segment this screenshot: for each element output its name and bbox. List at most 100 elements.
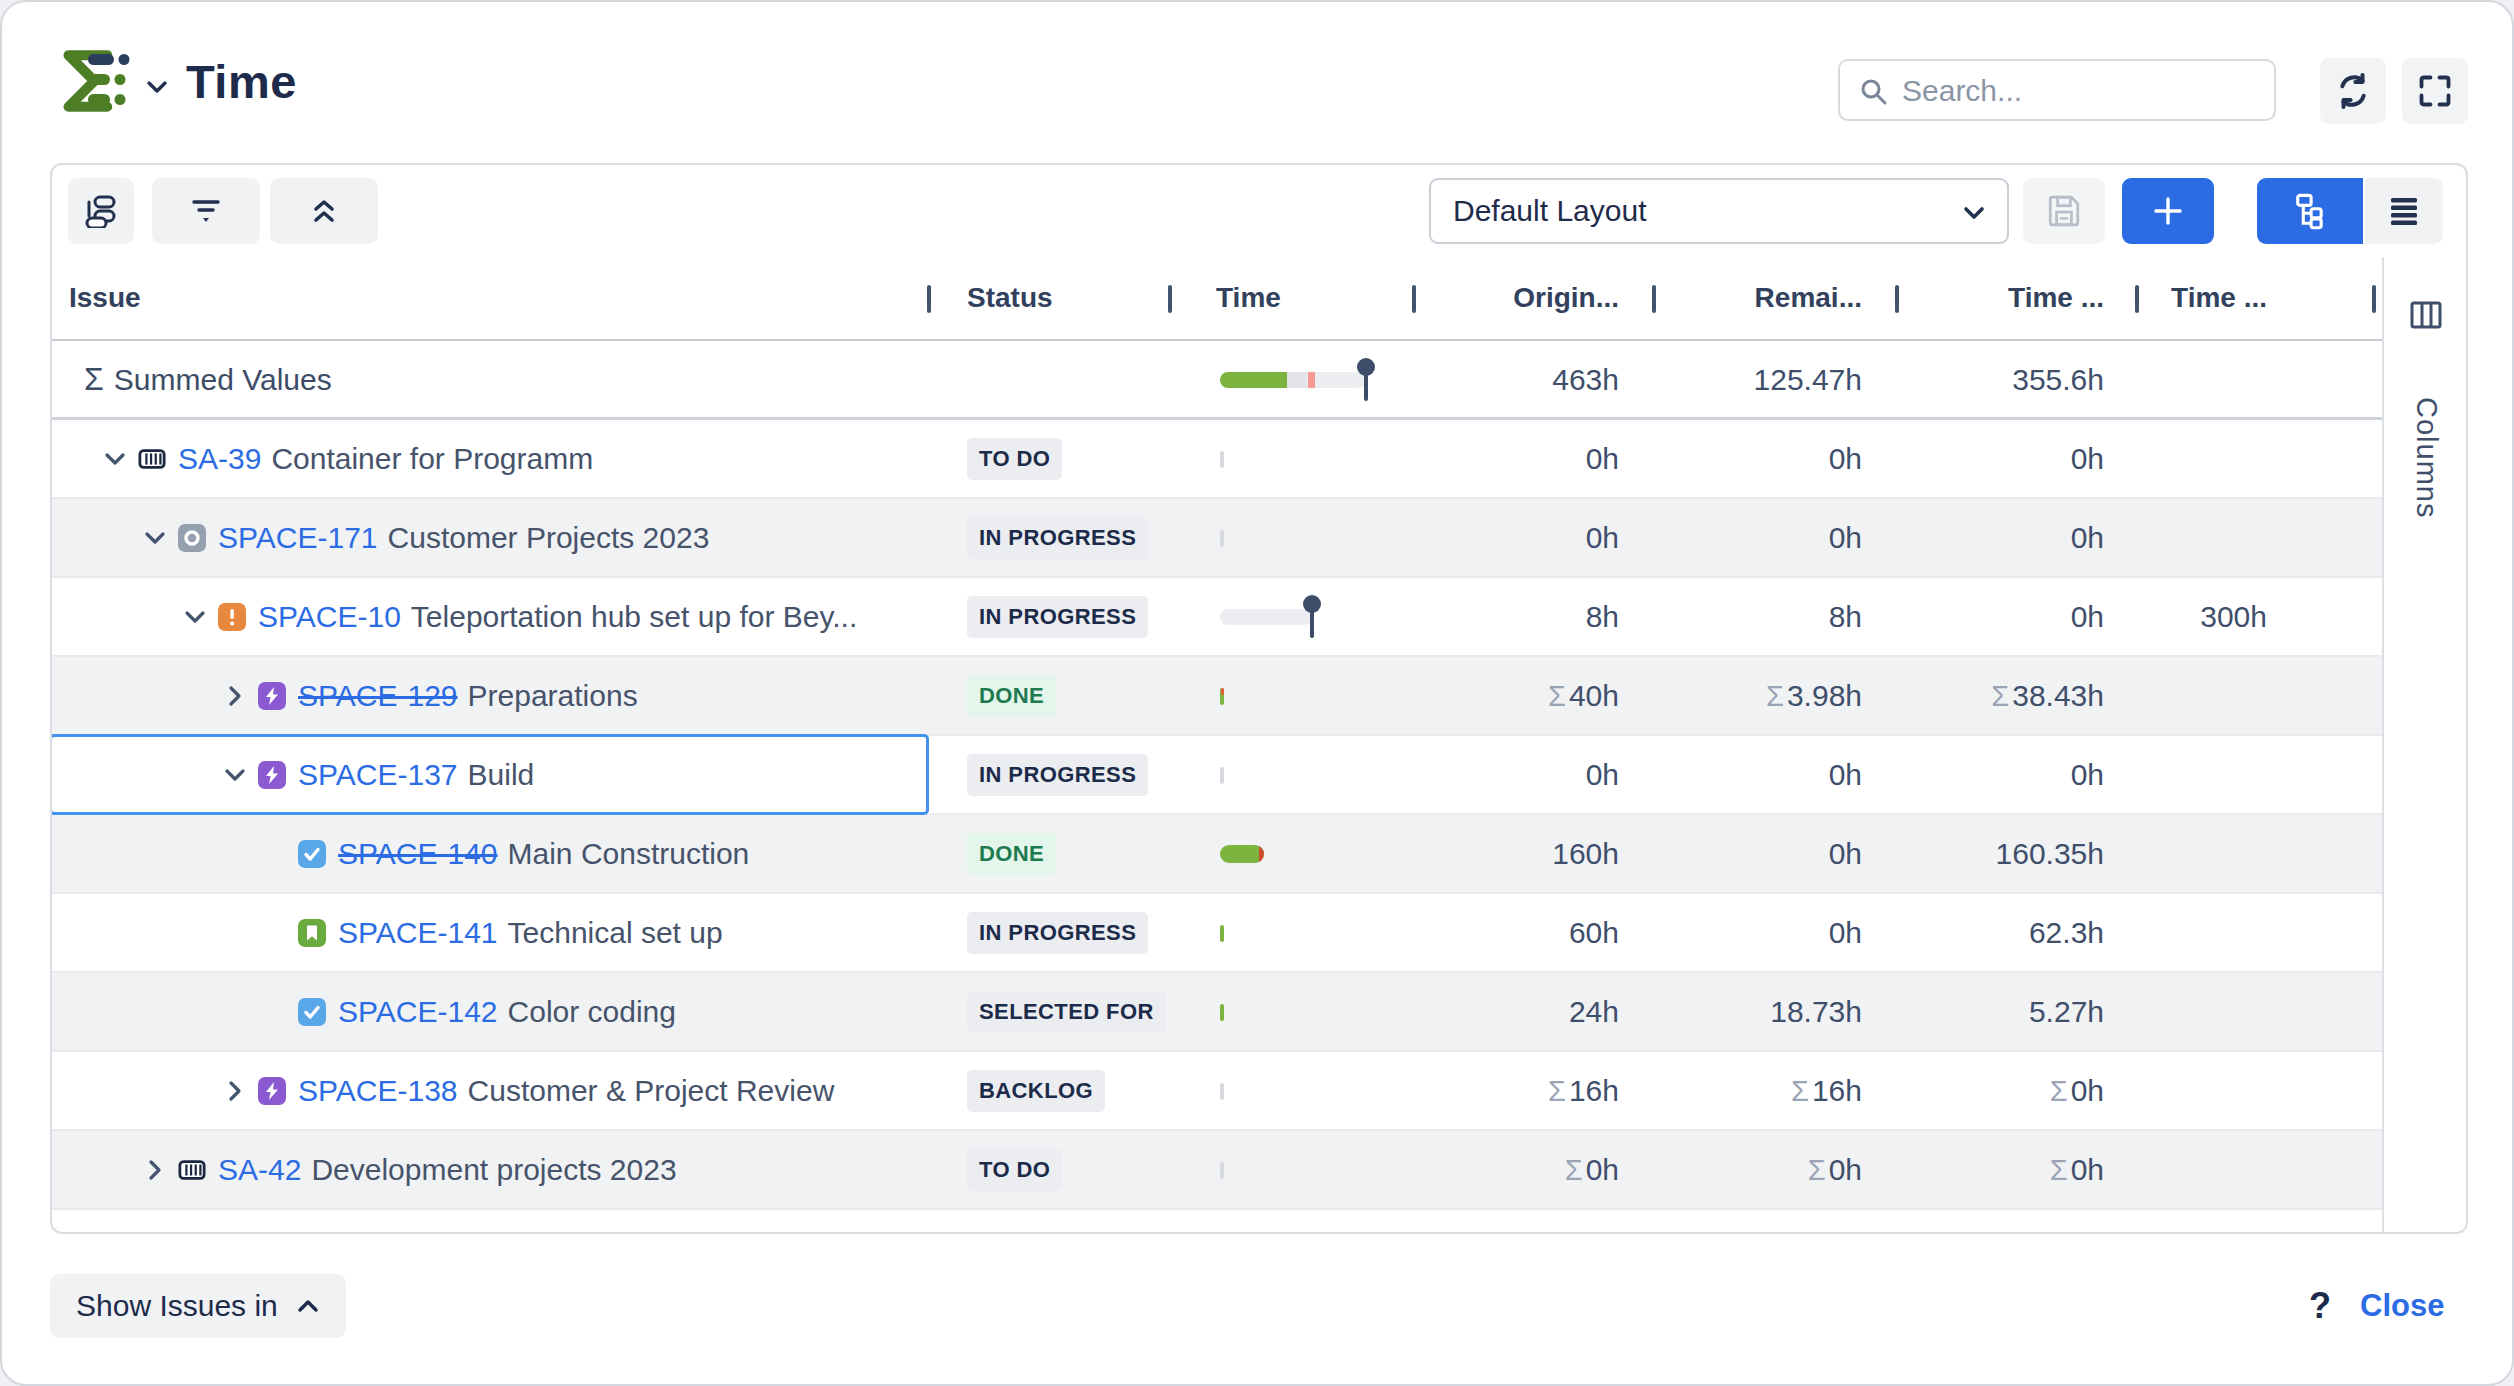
status-badge[interactable]: IN PROGRESS [967, 596, 1148, 638]
summed-remaining-estimate: 125.47h [1642, 341, 1862, 418]
search-box [1838, 59, 2276, 121]
time-extra-value: 300h [2047, 578, 2267, 655]
time-bar-cell [1216, 973, 1386, 1050]
collapse-toggle-icon[interactable] [138, 521, 172, 555]
expand-toggle-icon[interactable] [218, 1074, 252, 1108]
issue-summary: Teleportation hub set up for Bey... [411, 600, 857, 634]
summed-time-spent: 355.6h [1884, 341, 2104, 418]
issue-key-link[interactable]: SA-39 [178, 442, 261, 476]
column-header-status[interactable]: Status [967, 257, 1053, 339]
original-estimate-value: Σ40h [1382, 657, 1619, 734]
time-bar-cell [1216, 1131, 1386, 1208]
column-resize-handle[interactable] [1168, 285, 1172, 313]
column-header-time[interactable]: Time [1216, 257, 1281, 339]
issue-key-link[interactable]: SPACE-129 [298, 679, 458, 713]
issue-row-space-10[interactable]: SPACE-10 Teleportation hub set up for Bey… [52, 578, 2382, 657]
issue-key-link[interactable]: SPACE-171 [218, 521, 378, 555]
status-badge[interactable]: BACKLOG [967, 1070, 1105, 1112]
list-view-button[interactable] [2365, 178, 2443, 244]
remaining-estimate-value: 0h [1642, 815, 1862, 892]
time-spent-value: 0h [1884, 736, 2104, 813]
issue-summary: Container for Programm [271, 442, 593, 476]
group-by-button[interactable] [68, 178, 134, 244]
show-issues-in-button[interactable]: Show Issues in [50, 1274, 346, 1338]
expand-toggle-icon[interactable] [218, 679, 252, 713]
issue-summary: Customer & Project Review [468, 1074, 835, 1108]
time-bar-cell [1216, 1052, 1386, 1129]
expand-toggle-icon[interactable] [138, 1153, 172, 1187]
collapse-all-button[interactable] [270, 178, 378, 244]
collapse-toggle-icon[interactable] [218, 758, 252, 792]
time-bar-cell [1216, 341, 1386, 418]
issue-row-sa-42[interactable]: SA-42Development projects 2023TO DOΣ0hΣ0… [52, 1131, 2382, 1210]
time-progress-tick [1220, 451, 1224, 468]
fullscreen-button[interactable] [2402, 58, 2468, 124]
time-progress-tick [1220, 688, 1224, 705]
main-panel: Default Layout [50, 163, 2468, 1234]
issue-cell: SA-39 Container for Programm [52, 420, 975, 497]
issue-key-link[interactable]: SPACE-10 [258, 600, 401, 634]
status-badge[interactable]: DONE [967, 675, 1056, 717]
save-layout-button[interactable] [2023, 178, 2105, 244]
issue-row-space-142[interactable]: SPACE-142Color codingSELECTED FOR24h18.7… [52, 973, 2382, 1052]
help-button[interactable]: ? [2292, 1274, 2348, 1338]
collapse-toggle-icon[interactable] [98, 442, 132, 476]
refresh-button[interactable] [2320, 58, 2386, 124]
status-badge[interactable]: TO DO [967, 438, 1062, 480]
column-header-issue[interactable]: Issue [69, 257, 141, 339]
issue-row-space-171[interactable]: SPACE-171Customer Projects 2023IN PROGRE… [52, 499, 2382, 578]
status-badge[interactable]: TO DO [967, 1149, 1062, 1191]
issue-key-link[interactable]: SPACE-137 [298, 758, 458, 792]
issue-summary: Color coding [508, 995, 676, 1029]
time-progress-bar [1220, 372, 1366, 388]
time-progress-tick [1220, 1004, 1224, 1021]
collapse-toggle-icon[interactable] [178, 600, 212, 634]
remaining-estimate-value: Σ16h [1642, 1052, 1862, 1129]
issue-key-link[interactable]: SA-42 [218, 1153, 301, 1187]
status-badge[interactable]: SELECTED FOR [967, 991, 1166, 1033]
status-badge[interactable]: DONE [967, 833, 1056, 875]
issue-cell: SPACE-10 Teleportation hub set up for Bey… [52, 578, 1055, 655]
issue-summary: Main Construction [508, 837, 750, 871]
time-bar-cell [1216, 894, 1386, 971]
incident-type-icon [218, 603, 246, 631]
original-estimate-value: 0h [1382, 736, 1619, 813]
status-badge[interactable]: IN PROGRESS [967, 517, 1148, 559]
column-resize-handle[interactable] [927, 285, 931, 313]
column-header-origin[interactable]: Origin... [1359, 257, 1619, 339]
bar-mid-segment [1287, 372, 1307, 388]
issue-row-space-138[interactable]: SPACE-138 Customer & Project Review BACKLO… [52, 1052, 2382, 1131]
tree-view-button[interactable] [2257, 178, 2363, 244]
add-item-button[interactable] [2122, 178, 2214, 244]
close-link[interactable]: Close [2360, 1274, 2444, 1338]
sigma-prefix: Σ [1565, 1154, 1583, 1186]
container-type-icon [138, 445, 166, 473]
issue-key-link[interactable]: SPACE-141 [338, 916, 498, 950]
issue-summary: Build [468, 758, 535, 792]
app-switcher-chevron-icon[interactable] [145, 78, 169, 96]
filter-button[interactable] [152, 178, 260, 244]
structure-app-logo [52, 46, 140, 118]
epic-type-icon [258, 1077, 286, 1105]
issue-row-space-129[interactable]: SPACE-129PreparationsDONEΣ40hΣ3.98hΣ38.4… [52, 657, 2382, 736]
layout-selector[interactable]: Default Layout [1429, 178, 2009, 244]
summed-values-row[interactable]: ΣSummed Values463h125.47h355.6h [52, 341, 2382, 420]
status-badge[interactable]: IN PROGRESS [967, 912, 1148, 954]
issue-row-sa-39[interactable]: SA-39Container for ProgrammTO DO0h0h0h [52, 420, 2382, 499]
issue-row-space-137[interactable]: SPACE-137BuildIN PROGRESS0h0h0h [52, 736, 2382, 815]
sigma-prefix: Σ [1548, 1075, 1566, 1107]
issue-key-link[interactable]: SPACE-142 [338, 995, 498, 1029]
columns-side-tab[interactable]: Columns [2382, 257, 2468, 1232]
status-badge[interactable]: IN PROGRESS [967, 754, 1148, 796]
issue-row-space-141[interactable]: SPACE-141Technical set upIN PROGRESS60h0… [52, 894, 2382, 973]
column-header-time[interactable]: Time ... [2007, 257, 2267, 339]
time-spent-value: Σ0h [1884, 1052, 2104, 1129]
search-input[interactable] [1900, 63, 2264, 119]
issue-key-link[interactable]: SPACE-138 [298, 1074, 458, 1108]
remaining-estimate-value: 8h [1642, 578, 1862, 655]
original-estimate-value: Σ16h [1382, 1052, 1619, 1129]
issue-row-space-140[interactable]: SPACE-140Main ConstructionDONE160h0h160.… [52, 815, 2382, 894]
column-resize-handle[interactable] [2372, 285, 2376, 313]
issue-key-link[interactable]: SPACE-140 [338, 837, 498, 871]
column-header-remai[interactable]: Remai... [1602, 257, 1862, 339]
